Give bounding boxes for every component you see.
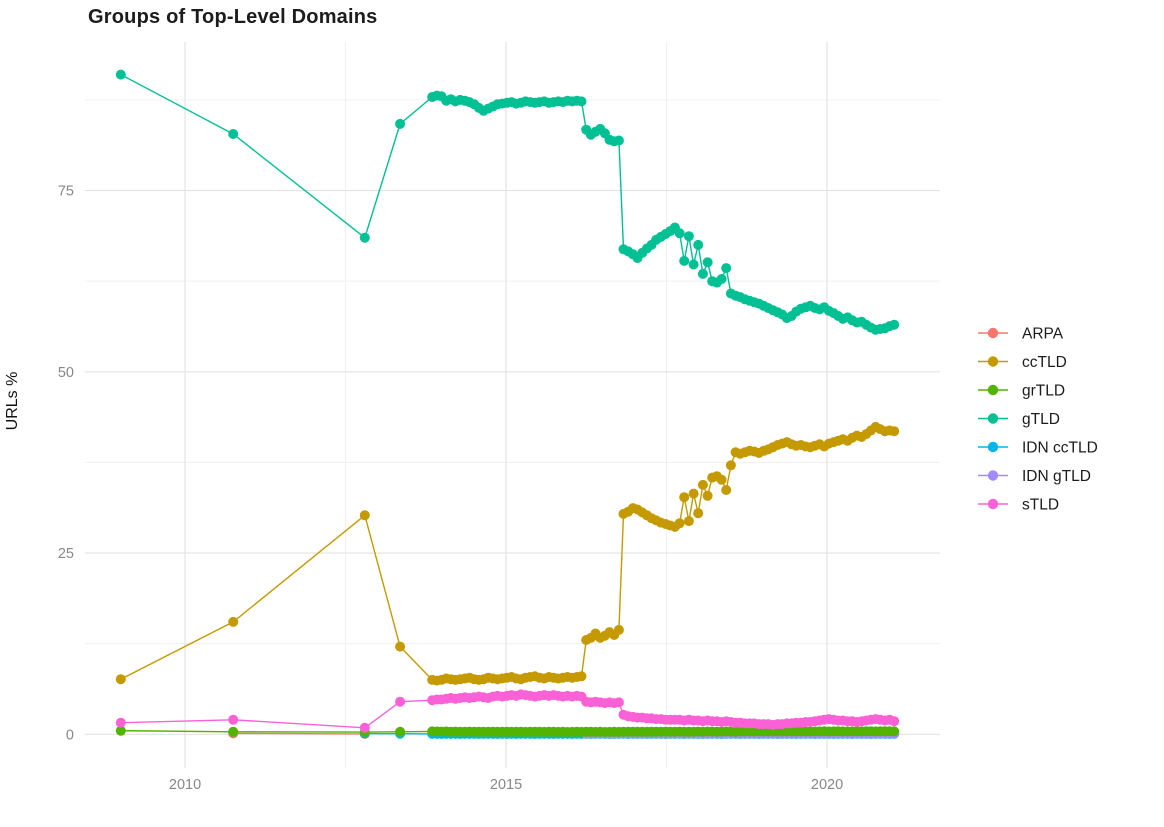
data-point bbox=[889, 716, 900, 727]
legend-key-dot bbox=[987, 498, 999, 510]
legend-item-label: IDN gTLD bbox=[1022, 468, 1091, 485]
legend-item: sTLD bbox=[978, 497, 1059, 514]
series-grtld bbox=[115, 725, 900, 738]
legend-key-dot bbox=[987, 470, 999, 481]
series-arpa bbox=[228, 728, 370, 739]
x-tick-label: 2010 bbox=[169, 777, 201, 793]
series-line bbox=[233, 732, 365, 735]
y-axis-title: URLs % bbox=[4, 371, 21, 431]
data-point bbox=[613, 697, 624, 708]
data-point bbox=[702, 490, 713, 501]
series-gtld bbox=[115, 69, 900, 335]
legend-item-label: IDN ccTLD bbox=[1022, 440, 1098, 457]
legend-key-dot bbox=[987, 441, 999, 453]
data-point bbox=[693, 239, 704, 250]
data-point bbox=[688, 259, 699, 270]
data-point bbox=[115, 674, 126, 685]
gridlines-major bbox=[85, 42, 940, 768]
y-tick-label: 75 bbox=[58, 184, 74, 200]
series-line bbox=[120, 73, 895, 331]
axis-tick-labels: 0 25 50 75 2010 2015 2020 bbox=[58, 184, 843, 793]
data-point bbox=[228, 714, 239, 725]
data-point bbox=[395, 641, 406, 652]
legend-key-dot bbox=[987, 327, 999, 339]
data-point bbox=[889, 319, 900, 330]
data-point bbox=[576, 671, 587, 682]
data-point bbox=[228, 726, 239, 737]
x-tick-label: 2020 bbox=[811, 777, 843, 793]
data-point bbox=[395, 118, 406, 129]
series-cctld bbox=[115, 421, 900, 686]
data-point bbox=[613, 135, 624, 146]
data-point bbox=[889, 726, 900, 737]
legend-item: IDN ccTLD bbox=[978, 440, 1098, 457]
y-tick-label: 0 bbox=[66, 727, 74, 743]
legend-item: grTLD bbox=[978, 383, 1065, 400]
legend: ARPA ccTLD grTLD gTLD IDN ccTLD IDN gTLD sTLD bbox=[978, 326, 1098, 514]
data-point bbox=[716, 274, 727, 284]
data-point bbox=[359, 232, 370, 243]
legend-item: gTLD bbox=[978, 411, 1060, 428]
data-point bbox=[683, 231, 694, 242]
data-point bbox=[395, 696, 406, 707]
data-point bbox=[702, 257, 713, 268]
data-point bbox=[359, 722, 370, 733]
legend-key-dot bbox=[987, 356, 999, 367]
data-point bbox=[683, 516, 694, 527]
data-point bbox=[115, 69, 126, 80]
data-point bbox=[359, 510, 370, 521]
legend-key-dot bbox=[987, 413, 999, 424]
chart-title: Groups of Top-Level Domains bbox=[88, 6, 378, 28]
legend-item-label: grTLD bbox=[1022, 383, 1065, 400]
data-point bbox=[721, 263, 732, 274]
y-tick-label: 50 bbox=[58, 365, 74, 381]
series-line bbox=[120, 426, 895, 682]
legend-item-label: gTLD bbox=[1022, 411, 1060, 428]
data-point bbox=[228, 616, 239, 627]
data-point bbox=[697, 479, 708, 490]
data-point bbox=[115, 717, 126, 728]
legend-key-dot bbox=[987, 384, 999, 396]
y-tick-label: 25 bbox=[58, 546, 74, 562]
data-point bbox=[889, 426, 900, 437]
data-point bbox=[693, 508, 704, 519]
legend-item: IDN gTLD bbox=[978, 468, 1091, 485]
data-point bbox=[725, 460, 736, 471]
legend-item-label: sTLD bbox=[1022, 497, 1059, 514]
legend-item: ARPA bbox=[978, 326, 1064, 343]
data-point bbox=[395, 726, 406, 737]
data-point bbox=[697, 268, 708, 279]
series-stld bbox=[115, 689, 900, 733]
gridlines-minor bbox=[85, 42, 940, 768]
data-point bbox=[674, 228, 685, 239]
data-point bbox=[115, 725, 126, 736]
data-point bbox=[716, 474, 727, 485]
legend-item-label: ARPA bbox=[1022, 326, 1064, 343]
legend-item-label: ccTLD bbox=[1022, 354, 1067, 371]
data-point bbox=[679, 492, 690, 503]
x-tick-label: 2015 bbox=[490, 777, 522, 793]
legend-item: ccTLD bbox=[978, 354, 1067, 371]
data-point bbox=[679, 255, 690, 266]
data-point bbox=[228, 129, 239, 139]
data-point bbox=[688, 488, 699, 499]
data-point bbox=[613, 624, 624, 635]
data-point bbox=[674, 518, 685, 529]
data-point bbox=[721, 485, 732, 495]
data-point bbox=[576, 96, 587, 107]
